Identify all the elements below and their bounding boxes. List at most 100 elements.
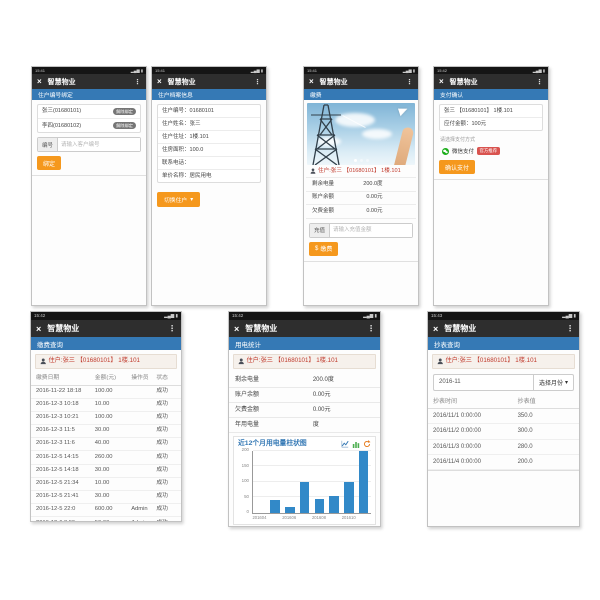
menu-icon[interactable]: ⋮ (566, 324, 574, 333)
cell-amount: 600.00 (94, 506, 113, 513)
close-icon[interactable]: × (37, 77, 42, 86)
chart-yaxis: 0 50 100 150 200 (238, 448, 252, 515)
carousel-dot[interactable] (365, 159, 369, 162)
account-name: 李四(01680102) (42, 122, 82, 129)
payment-method-hint: 请选择支付方式 (440, 137, 476, 144)
close-icon[interactable]: × (433, 323, 439, 334)
paper-plane-illustration (397, 105, 410, 117)
cell-operator: Admin (131, 506, 148, 513)
gridline (253, 465, 371, 467)
field-value: 1楼.101 (189, 134, 209, 141)
balance-value: 0.00元 (366, 207, 383, 214)
close-icon[interactable]: × (157, 77, 162, 86)
app-title: 智慧物业 (444, 324, 477, 333)
chart-bar (358, 450, 369, 513)
balance-label: 剩余电量 (312, 180, 335, 187)
menu-icon[interactable]: ⋮ (406, 78, 413, 86)
unbind-button[interactable]: 解除绑定 (113, 108, 136, 116)
table-row: 2016/11/1 0:00:00 350.0 (428, 409, 579, 425)
bind-button[interactable]: 绑定 (37, 156, 62, 171)
app-header: × 智慧物业 ⋮ (229, 320, 380, 337)
banner-carousel[interactable] (307, 103, 415, 165)
app-title: 智慧物业 (449, 78, 478, 86)
y-tick-label: 0 (246, 509, 249, 515)
month-selector: 2016-11 选择月份 ▾ (433, 373, 574, 391)
status-time: 15:42 (437, 67, 448, 73)
stat-row: 账户余额 0.00元 (229, 388, 380, 403)
wechat-pay-option[interactable]: 微信支付 官方推荐 (440, 145, 542, 157)
menu-icon[interactable]: ⋮ (367, 324, 375, 333)
cell-status: 成功 (156, 427, 168, 434)
customer-number-input[interactable] (58, 138, 140, 152)
recharge-group: 充值 (309, 222, 413, 238)
field-value: 居民用电 (189, 173, 212, 180)
power-tower-illustration (311, 104, 341, 165)
confirm-pay-button[interactable]: 确认支付 (439, 160, 476, 175)
table-row: 2016-12-5 14:15 260.00 成功 (31, 451, 181, 465)
app-header: × 智慧物业 ⋮ (31, 320, 181, 337)
close-icon[interactable]: × (234, 323, 240, 334)
pay-button[interactable]: $ 缴费 (309, 241, 339, 256)
x-tick-label: 201608 (311, 514, 326, 520)
stat-value: 200.0度 (312, 376, 334, 383)
month-select-label: 选择月份 (538, 380, 563, 387)
section-title: 住户编号绑定 (38, 93, 73, 99)
chart-header: 近12个月用电量柱状图 (238, 439, 371, 448)
cell-time: 2016/11/2 0:00:00 (433, 428, 481, 435)
cell-amount: 100.00 (94, 414, 113, 421)
person-icon (310, 168, 316, 174)
status-time: 15:42 (232, 312, 244, 318)
stats-list: 剩余电量 200.0度 账户余额 0.00元 欠费金额 0.00元 年用电量 度 (229, 373, 380, 433)
status-icons: ▂▄▆ ▮ (250, 67, 263, 73)
menu-icon[interactable]: ⋮ (168, 324, 176, 333)
close-icon[interactable]: × (439, 77, 444, 86)
refresh-icon[interactable] (363, 439, 371, 448)
cell-amount: 30.00 (94, 466, 110, 473)
column-header: 抄表时间 (433, 398, 458, 405)
cell-status: 成功 (156, 400, 168, 407)
menu-icon[interactable]: ⋮ (254, 78, 261, 86)
switch-resident-label: 切换住户 (164, 198, 188, 205)
switch-resident-button[interactable]: 切换住户 ▾ (157, 192, 201, 208)
unbind-button[interactable]: 解除绑定 (113, 122, 136, 130)
field-value: 01680101 (189, 108, 214, 114)
wechat-pay-label: 微信支付 (452, 149, 475, 156)
app-header: × 智慧物业 ⋮ (428, 320, 579, 337)
app-title: 智慧物业 (47, 78, 76, 86)
field-label: 住户编号： (162, 108, 190, 114)
cell-operator (131, 402, 156, 408)
column-header: 缴费日期 (36, 374, 60, 381)
menu-icon[interactable]: ⋮ (536, 78, 543, 86)
section-title-bar: 用电统计 (229, 337, 380, 350)
profile-field-row: 联系电话： (158, 157, 260, 171)
carousel-dots[interactable] (307, 159, 415, 162)
phone-screen-meter: 15:43 ▂▄▆ ▮ × 智慧物业 ⋮ 抄表查询 住户:张三 【0168010… (427, 311, 580, 527)
stat-value: 度 (312, 421, 319, 428)
stat-label: 账户余额 (235, 391, 260, 398)
bound-account-row: 李四(01680102) 解除绑定 (38, 119, 140, 132)
section-title: 抄表查询 (434, 341, 460, 349)
bind-content: 张三(01680101) 解除绑定 李四(01680102) 解除绑定 编号 绑… (32, 100, 146, 305)
app-title: 智慧物业 (245, 324, 278, 333)
cell-time: 2016/11/4 0:00:00 (433, 459, 481, 466)
bar-chart-icon[interactable] (352, 440, 360, 448)
chart-plot (252, 449, 371, 514)
carousel-dot[interactable] (359, 159, 363, 162)
resident-text: 住户:张三 【01680101】 1楼.101 (246, 357, 338, 364)
menu-icon[interactable]: ⋮ (134, 78, 141, 86)
column-header: 抄表值 (517, 398, 536, 405)
month-select-button[interactable]: 选择月份 ▾ (532, 374, 573, 390)
status-bar: 15:42 ▂▄▆ ▮ (229, 312, 380, 320)
field-label: 住户住址： (162, 134, 190, 141)
y-tick-label: 100 (241, 478, 249, 484)
cell-status: 成功 (156, 466, 168, 473)
line-chart-icon[interactable] (341, 440, 349, 448)
table-row: 2016-12-5 21:41 30.00 成功 (31, 491, 181, 505)
recharge-input[interactable] (330, 223, 412, 237)
close-icon[interactable]: × (36, 323, 42, 334)
close-icon[interactable]: × (309, 77, 314, 86)
status-bar: 15:41 ▂▄▆ ▮ (304, 67, 418, 74)
cell-operator (131, 415, 156, 421)
carousel-dot-active[interactable] (353, 159, 357, 162)
confirm-resident-row: 张三 【01680101】 1楼.101 (440, 105, 542, 119)
